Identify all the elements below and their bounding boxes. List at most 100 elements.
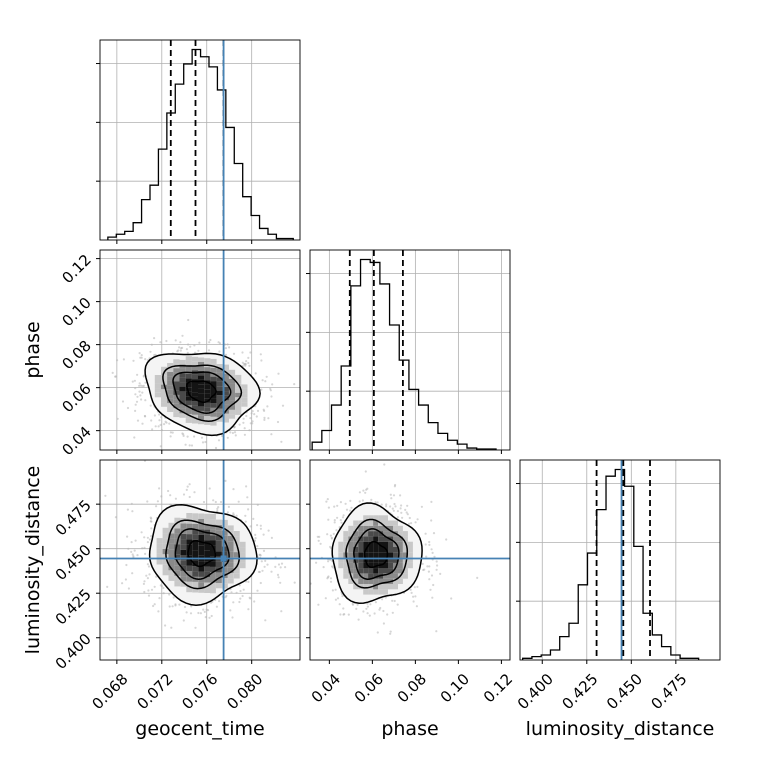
density-cell: [179, 404, 186, 409]
sample-point: [238, 584, 241, 587]
density-cell: [179, 391, 186, 396]
density-cell: [233, 536, 240, 542]
sample-point: [341, 595, 344, 598]
sample-point: [414, 521, 417, 524]
density-cell: [210, 572, 216, 578]
sample-point: [252, 517, 255, 521]
density-cell: [198, 366, 205, 371]
sample-point: [379, 606, 382, 610]
sample-point: [263, 416, 266, 419]
sample-point: [127, 547, 130, 550]
sample-point: [399, 507, 402, 510]
density-cell: [204, 398, 211, 403]
density-cell: [241, 388, 248, 394]
sample-point: [389, 630, 392, 633]
density-cell: [173, 408, 180, 413]
truth-marker: [220, 555, 227, 562]
sample-point: [394, 505, 397, 508]
sample-point: [130, 550, 133, 554]
sample-point: [238, 600, 241, 604]
sample-point: [187, 318, 190, 322]
sample-point: [168, 422, 171, 425]
sample-point: [333, 505, 336, 508]
sample-point: [193, 491, 196, 494]
sample-point: [138, 384, 141, 387]
panel-frame-2-2: [519, 459, 721, 661]
sample-point: [127, 587, 130, 590]
density-cell: [388, 520, 393, 526]
sample-point: [226, 343, 229, 346]
sample-point: [194, 351, 197, 354]
sample-point: [203, 610, 206, 614]
sample-point: [342, 607, 345, 610]
density-cell: [167, 389, 174, 395]
density-cell: [227, 536, 234, 542]
density-cell: [198, 545, 205, 551]
sample-point: [114, 516, 117, 519]
sample-point: [201, 441, 205, 444]
density-cell: [204, 407, 211, 412]
density-cell: [235, 392, 242, 398]
sample-point: [143, 546, 146, 549]
sample-point: [144, 358, 147, 361]
density-cell: [185, 400, 192, 406]
sample-point: [227, 505, 230, 508]
sample-point: [130, 502, 133, 505]
density-cell: [156, 548, 163, 554]
sample-point: [364, 491, 367, 494]
sample-point: [254, 372, 257, 375]
sample-point: [146, 577, 149, 580]
sample-point: [158, 597, 161, 600]
sample-point: [270, 433, 273, 436]
density-cell: [216, 390, 223, 396]
sample-point: [317, 603, 320, 606]
sample-point: [264, 619, 267, 622]
density-cell: [353, 584, 359, 590]
density-cell: [343, 536, 349, 542]
ylabel-phase: phase: [22, 321, 44, 378]
xtick-label-phase-3: 0.10: [437, 670, 473, 706]
density-cell: [204, 420, 211, 425]
sample-point: [248, 596, 251, 599]
sample-point: [178, 603, 181, 606]
density-cell: [186, 550, 193, 556]
panel-frame-2-0: [99, 459, 301, 661]
sample-point: [159, 423, 162, 426]
sample-point: [193, 344, 196, 347]
sample-point: [224, 347, 227, 350]
density-cell: [221, 525, 228, 531]
density-cell: [198, 550, 205, 556]
sample-point: [143, 590, 146, 594]
density-cell: [185, 409, 192, 414]
density-cell: [216, 364, 223, 369]
density-cell: [204, 415, 211, 421]
density-cell: [216, 535, 222, 541]
sample-point: [150, 588, 154, 591]
density-cell: [393, 568, 398, 574]
density-cell: [204, 513, 210, 520]
density-cell: [186, 581, 193, 587]
density-cell: [210, 394, 217, 399]
sample-point: [188, 495, 191, 499]
density-cell: [168, 533, 175, 539]
density-cell: [191, 361, 199, 366]
sample-point: [126, 508, 129, 511]
density-cell: [363, 589, 369, 595]
density-cell: [204, 550, 210, 557]
density-cell: [216, 546, 222, 552]
density-cell: [368, 552, 374, 558]
sample-point: [355, 607, 358, 611]
sample-point: [336, 597, 340, 600]
density-cell: [210, 588, 216, 594]
sample-point: [217, 439, 221, 442]
density-cell: [180, 549, 187, 555]
sample-point: [208, 341, 211, 344]
sample-point: [365, 488, 368, 491]
histogram-geocent-time: [107, 48, 294, 240]
density-cell: [204, 524, 210, 530]
sample-point: [114, 375, 117, 378]
marker-line-layer: [100, 40, 651, 660]
density-geocent-time-vs-luminosity-distance: [104, 460, 296, 629]
sample-point: [305, 531, 307, 533]
density-cell: [154, 388, 161, 393]
